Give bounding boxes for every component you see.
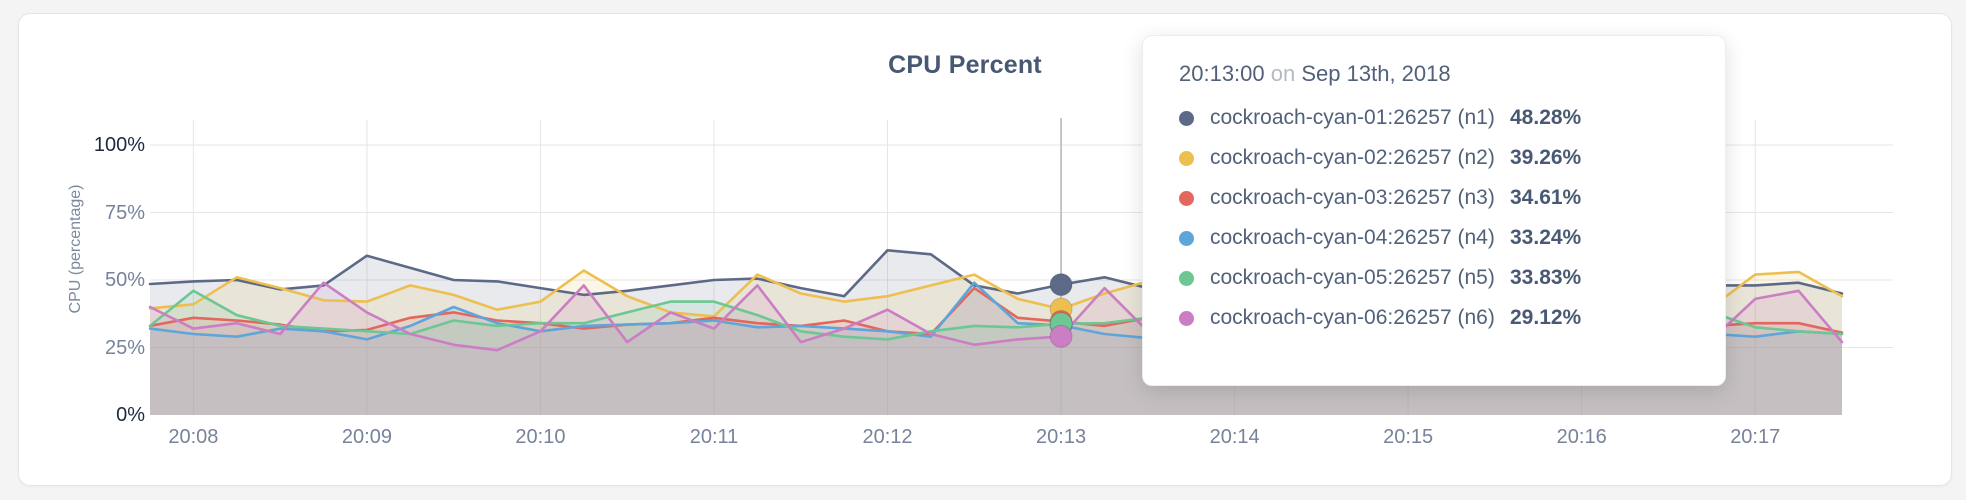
x-tick-label: 20:10: [515, 426, 566, 448]
y-tick-label: 100%: [93, 134, 145, 156]
x-tick-label: 20:12: [862, 426, 913, 448]
tooltip-row: cockroach-cyan-02:26257 (n2) 39.26%: [1179, 138, 1689, 178]
tooltip-time: 20:13:00: [1179, 61, 1265, 86]
series-value: 29.12%: [1510, 306, 1582, 329]
series-label: cockroach-cyan-06:26257 (n6): [1210, 306, 1495, 329]
tooltip-row: cockroach-cyan-05:26257 (n5) 33.83%: [1179, 258, 1689, 298]
tooltip-rows: cockroach-cyan-01:26257 (n1) 48.28% cockro…: [1179, 98, 1689, 338]
series-color-dot-icon: [1179, 190, 1194, 206]
hover-dot-n1: [1049, 273, 1073, 297]
y-tick-label: 50%: [104, 269, 145, 291]
series-label: cockroach-cyan-01:26257 (n1): [1210, 106, 1495, 129]
chart-title: CPU Percent: [888, 51, 1042, 79]
series-label: cockroach-cyan-02:26257 (n2): [1210, 146, 1495, 169]
tooltip-on-word: on: [1270, 61, 1296, 86]
series-color-dot-icon: [1179, 230, 1194, 246]
tooltip-row: cockroach-cyan-06:26257 (n6) 29.12%: [1179, 298, 1689, 338]
x-tick-label: 20:16: [1556, 426, 1607, 448]
y-tick-label: 75%: [104, 201, 145, 224]
x-tick-label: 20:14: [1209, 426, 1260, 448]
series-value: 33.24%: [1510, 226, 1582, 249]
chart-tooltip: 20:13:00 on Sep 13th, 2018 cockroach-cya…: [1142, 35, 1726, 386]
series-value: 34.61%: [1510, 186, 1582, 209]
series-color-dot-icon: [1179, 270, 1194, 286]
series-label: cockroach-cyan-05:26257 (n5): [1210, 266, 1495, 289]
x-tick-label: 20:17: [1730, 426, 1781, 448]
y-tick-label: 0%: [116, 404, 145, 426]
tooltip-row: cockroach-cyan-04:26257 (n4) 33.24%: [1179, 218, 1689, 258]
tooltip-row: cockroach-cyan-01:26257 (n1) 48.28%: [1179, 98, 1689, 138]
series-label: cockroach-cyan-03:26257 (n3): [1210, 186, 1495, 209]
series-value: 33.83%: [1510, 266, 1582, 289]
x-tick-label: 20:08: [168, 426, 219, 448]
x-tick-label: 20:13: [1036, 426, 1087, 448]
series-value: 39.26%: [1510, 146, 1582, 169]
tooltip-date: Sep 13th, 2018: [1301, 61, 1451, 86]
tooltip-title: 20:13:00 on Sep 13th, 2018: [1179, 61, 1689, 87]
series-color-dot-icon: [1179, 150, 1194, 166]
series-color-dot-icon: [1179, 110, 1194, 126]
series-color-dot-icon: [1179, 310, 1194, 326]
series-value: 48.28%: [1510, 106, 1582, 129]
series-label: cockroach-cyan-04:26257 (n4): [1210, 226, 1495, 249]
x-tick-label: 20:15: [1383, 426, 1434, 448]
y-tick-label: 25%: [104, 336, 145, 359]
hover-dot-n6: [1049, 324, 1073, 348]
x-tick-label: 20:09: [341, 426, 392, 448]
x-tick-label: 20:11: [689, 426, 739, 448]
tooltip-row: cockroach-cyan-03:26257 (n3) 34.61%: [1179, 178, 1689, 218]
